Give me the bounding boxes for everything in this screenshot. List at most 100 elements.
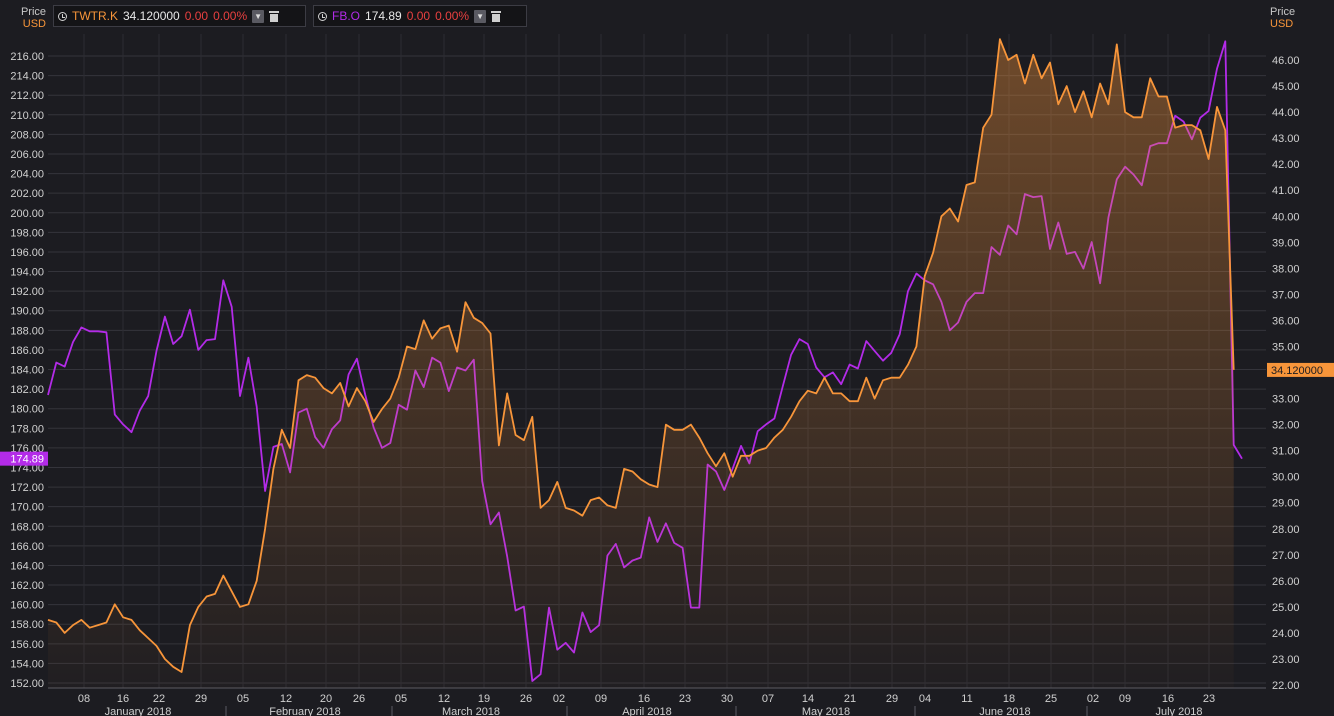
left-tick-label: 192.00 <box>10 286 44 298</box>
x-tick-label: 25 <box>1045 693 1057 705</box>
left-tick-label: 194.00 <box>10 267 44 279</box>
left-tick-label: 210.00 <box>10 110 44 122</box>
right-tick-label: 39.00 <box>1272 237 1300 249</box>
chevron-down-icon[interactable]: ▼ <box>252 9 265 23</box>
x-tick-label: 16 <box>1162 693 1174 705</box>
clock-icon <box>318 11 327 21</box>
x-tick-label: 12 <box>438 693 450 705</box>
right-tick-label: 23.00 <box>1272 654 1300 666</box>
legend-twtr-symbol: TWTR.K <box>72 9 118 23</box>
left-tick-label: 168.00 <box>10 521 44 533</box>
x-tick-label: 07 <box>762 693 774 705</box>
series-line-twtr-k[interactable] <box>47 38 1235 673</box>
left-tick-label: 182.00 <box>10 384 44 396</box>
right-axis-title: Price <box>1270 6 1295 18</box>
left-tick-label: 200.00 <box>10 208 44 220</box>
x-tick-label: 08 <box>78 693 90 705</box>
right-tick-label: 24.00 <box>1272 628 1300 640</box>
month-label: March 2018 <box>442 706 500 716</box>
x-tick-label: 16 <box>117 693 129 705</box>
x-axis: 08 16 22 29 05 12 20 26 05 12 19 26 02 09 16 23 30 07 14 21… <box>78 693 1215 705</box>
left-tick-label: 158.00 <box>10 619 44 631</box>
left-axis-unit: USD <box>23 18 46 30</box>
series-layer <box>47 38 1243 688</box>
x-tick-label: 12 <box>280 693 292 705</box>
right-tick-label: 32.00 <box>1272 420 1300 432</box>
month-label: July 2018 <box>1155 706 1202 716</box>
left-tick-label: 180.00 <box>10 404 44 416</box>
right-tick-label: 38.00 <box>1272 263 1300 275</box>
x-tick-label: 23 <box>679 693 691 705</box>
left-tick-label: 156.00 <box>10 639 44 651</box>
legend-fb-symbol: FB.O <box>332 9 361 23</box>
right-axis-unit: USD <box>1270 18 1293 30</box>
right-tick-label: 35.00 <box>1272 341 1300 353</box>
left-tick-label: 164.00 <box>10 560 44 572</box>
right-tick-label: 25.00 <box>1272 602 1300 614</box>
left-tick-label: 172.00 <box>10 482 44 494</box>
left-axis-title: Price <box>21 6 46 18</box>
legend-twtr-value: 34.120000 <box>123 9 180 23</box>
x-tick-label: 02 <box>553 693 565 705</box>
left-tick-label: 186.00 <box>10 345 44 357</box>
legend-fb-change: 0.00 <box>406 9 431 23</box>
left-tick-label: 170.00 <box>10 502 44 514</box>
left-tick-label: 162.00 <box>10 580 44 592</box>
left-tick-label: 198.00 <box>10 227 44 239</box>
legend-twtr[interactable]: TWTR.K 34.120000 0.00 0.00% ▼ <box>53 5 306 27</box>
left-tick-label: 160.00 <box>10 600 44 612</box>
x-tick-label: 09 <box>1119 693 1131 705</box>
right-tick-label: 29.00 <box>1272 498 1300 510</box>
last-value-badge-left <box>0 451 48 466</box>
left-tick-label: 208.00 <box>10 129 44 141</box>
x-tick-label: 04 <box>919 693 931 705</box>
x-tick-label: 02 <box>1087 693 1099 705</box>
right-tick-label: 46.00 <box>1272 55 1300 67</box>
right-tick-label: 41.00 <box>1272 185 1300 197</box>
left-tick-label: 188.00 <box>10 325 44 337</box>
month-label: February 2018 <box>269 706 341 716</box>
x-tick-label: 05 <box>395 693 407 705</box>
legend-fb-pct: 0.00% <box>435 9 470 23</box>
left-tick-label: 166.00 <box>10 541 44 553</box>
x-tick-label: 09 <box>595 693 607 705</box>
left-tick-label: 190.00 <box>10 306 44 318</box>
left-tick-label: 216.00 <box>10 51 44 63</box>
right-tick-label: 31.00 <box>1272 446 1300 458</box>
legend-fb[interactable]: FB.O 174.89 0.00 0.00% ▼ <box>313 5 527 27</box>
x-tick-label: 29 <box>195 693 207 705</box>
x-tick-label: 19 <box>478 693 490 705</box>
right-tick-label: 42.00 <box>1272 159 1300 171</box>
left-tick-label: 206.00 <box>10 149 44 161</box>
month-label: January 2018 <box>105 706 172 716</box>
last-value-badge-right <box>1267 362 1334 377</box>
x-tick-label: 26 <box>353 693 365 705</box>
right-tick-label: 43.00 <box>1272 133 1300 145</box>
x-tick-label: 20 <box>320 693 332 705</box>
trash-icon[interactable] <box>269 10 280 22</box>
month-label: June 2018 <box>979 706 1030 716</box>
x-tick-label: 22 <box>153 693 165 705</box>
left-tick-label: 196.00 <box>10 247 44 259</box>
left-axis: 216.00 214.00 212.00 210.00 208.00 206.00 204.… <box>10 51 44 690</box>
last-value-labels: 174.89 34.120000 <box>0 362 1334 466</box>
trash-icon[interactable] <box>491 10 502 22</box>
chevron-down-icon[interactable]: ▼ <box>474 9 487 23</box>
month-label: May 2018 <box>802 706 850 716</box>
legend-twtr-pct: 0.00% <box>213 9 248 23</box>
legend-fb-value: 174.89 <box>365 9 402 23</box>
right-tick-label: 33.00 <box>1272 394 1300 406</box>
right-tick-label: 40.00 <box>1272 211 1300 223</box>
right-tick-label: 36.00 <box>1272 315 1300 327</box>
right-tick-label: 44.00 <box>1272 107 1300 119</box>
left-tick-label: 178.00 <box>10 423 44 435</box>
x-tick-label: 11 <box>961 693 972 705</box>
x-tick-label: 26 <box>520 693 532 705</box>
month-axis: January 2018 February 2018 March 2018 April… <box>105 706 1203 716</box>
right-tick-label: 27.00 <box>1272 550 1300 562</box>
last-value-label: 34.120000 <box>1271 365 1323 377</box>
legend-twtr-change: 0.00 <box>184 9 209 23</box>
right-tick-label: 45.00 <box>1272 81 1300 93</box>
right-tick-label: 37.00 <box>1272 289 1300 301</box>
